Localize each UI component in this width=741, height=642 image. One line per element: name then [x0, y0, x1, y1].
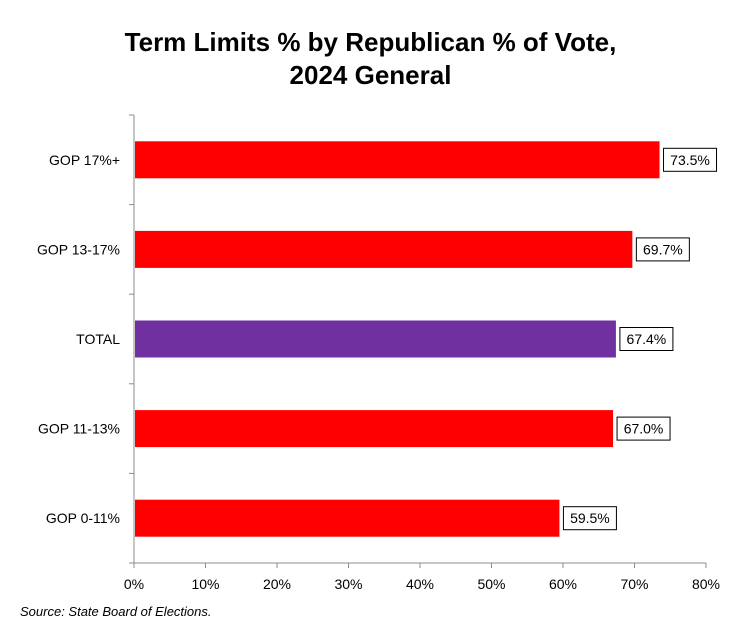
category-label: GOP 0-11% — [46, 510, 120, 526]
x-tick-label: 10% — [191, 576, 219, 592]
x-tick-label: 50% — [477, 576, 505, 592]
data-label-box — [663, 147, 718, 172]
x-tick-label: 60% — [549, 576, 577, 592]
x-tick-label: 40% — [406, 576, 434, 592]
x-tick-label: 80% — [692, 576, 720, 592]
bar — [135, 410, 614, 448]
source-note: Source: State Board of Elections. — [20, 604, 212, 619]
chart-title-line-1: Term Limits % by Republican % of Vote, — [124, 27, 617, 57]
bar — [135, 320, 616, 358]
bar — [135, 141, 660, 179]
chart-title-line-2: 2024 General — [289, 60, 452, 90]
data-label: 67.0% — [624, 421, 664, 437]
data-label: 59.5% — [570, 510, 610, 526]
chart-title: Term Limits % by Republican % of Vote, 2… — [0, 26, 741, 92]
data-label-box — [562, 506, 617, 531]
category-label: TOTAL — [76, 331, 120, 347]
x-tick-label: 70% — [620, 576, 648, 592]
bar — [135, 499, 560, 537]
category-label: GOP 11-13% — [38, 421, 120, 437]
data-label: 73.5% — [670, 152, 710, 168]
data-label-box — [616, 416, 671, 441]
x-tick-label: 0% — [124, 576, 144, 592]
data-label: 69.7% — [643, 241, 683, 257]
data-label-box — [619, 327, 674, 351]
data-label-box — [635, 237, 690, 262]
x-tick-label: 20% — [263, 576, 291, 592]
x-tick-label: 30% — [334, 576, 362, 592]
category-label: GOP 17%+ — [49, 152, 120, 168]
data-label: 67.4% — [627, 331, 667, 347]
category-label: GOP 13-17% — [37, 241, 120, 257]
bar — [135, 230, 633, 268]
